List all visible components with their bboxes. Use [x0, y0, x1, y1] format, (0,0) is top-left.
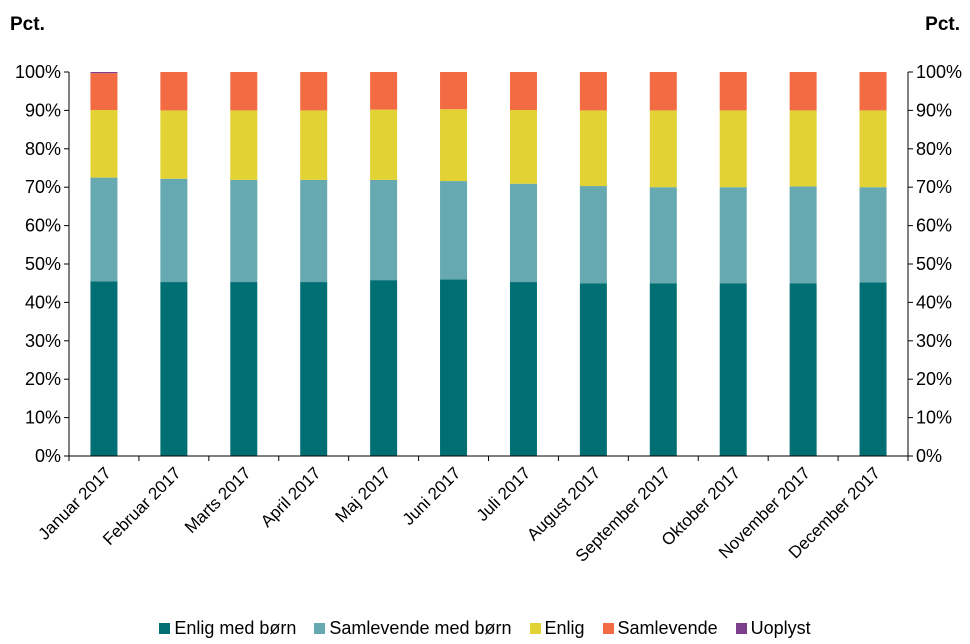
bar-segment-0-1 [160, 282, 188, 456]
bar-segment-3-4 [370, 72, 398, 110]
x-category-label-6: Juli 2017 [473, 463, 535, 525]
bar-segment-0-8 [649, 283, 677, 456]
bar-segment-2-5 [440, 109, 468, 182]
legend-label-3: Samlevende [617, 618, 718, 638]
legend-item-0: Enlig med børn [159, 618, 296, 639]
y-tick-label-right-0: 0% [916, 446, 942, 466]
y-tick-label-right-6: 60% [916, 216, 952, 236]
bar-segment-3-0 [90, 73, 118, 111]
y-tick-label-left-8: 80% [25, 139, 61, 159]
bar-segment-1-1 [160, 178, 188, 283]
bar-segment-2-9 [719, 110, 747, 188]
y-tick-label-left-3: 30% [25, 331, 61, 351]
bar-segment-2-2 [230, 110, 258, 180]
legend-label-1: Samlevende med børn [329, 618, 512, 638]
bar-segment-3-1 [160, 72, 188, 111]
bar-segment-0-7 [579, 283, 607, 456]
stacked-bar-chart: 0% 0% 10% 10% 20% 20% 30% 30% 40% 40% 50% 50% 60% 60%… [15, 62, 962, 566]
bar-segment-0-2 [230, 282, 258, 456]
bar-segment-2-10 [789, 110, 817, 187]
bar-segment-1-2 [230, 179, 258, 283]
y-tick-label-right-3: 30% [916, 331, 952, 351]
y-tick-label-left-0: 0% [35, 446, 61, 466]
bar-segment-0-3 [300, 282, 328, 456]
y-tick-label-right-4: 40% [916, 292, 952, 312]
legend-item-4: Uoplyst [735, 618, 811, 639]
bar-segment-4-0 [90, 72, 118, 74]
bar-segment-1-8 [649, 187, 677, 284]
bar-segment-1-4 [370, 179, 398, 281]
bar-segment-1-11 [859, 187, 887, 283]
legend-swatch-0 [159, 623, 171, 634]
bar-segment-2-6 [509, 110, 537, 184]
bar-segment-2-0 [90, 110, 118, 178]
bar-segment-3-6 [509, 72, 537, 111]
bar-segment-1-10 [789, 186, 817, 284]
bar-segment-1-5 [440, 181, 468, 280]
bar-segment-1-9 [719, 187, 747, 284]
y-tick-label-left-10: 100% [15, 62, 61, 82]
y-tick-label-right-10: 100% [916, 62, 962, 82]
legend-swatch-1 [314, 623, 326, 634]
bar-segment-3-11 [859, 72, 887, 111]
bar-segment-1-0 [90, 177, 118, 282]
y-tick-label-left-4: 40% [25, 292, 61, 312]
legend-swatch-2 [529, 623, 541, 634]
bar-segment-0-0 [90, 281, 118, 456]
bar-segment-3-8 [649, 72, 677, 111]
y-axis-unit-left: Pct. [10, 14, 45, 35]
y-tick-label-right-8: 80% [916, 139, 952, 159]
bar-segment-2-11 [859, 110, 887, 188]
y-tick-label-left-6: 60% [25, 216, 61, 236]
bar-segment-3-9 [719, 72, 747, 111]
legend: Enlig med børn Samlevende med børn Enlig Sa… [0, 618, 970, 639]
bar-segment-3-7 [579, 72, 607, 111]
bar-segment-0-9 [719, 283, 747, 456]
x-category-label-4: Maj 2017 [332, 463, 395, 526]
bar-segment-3-3 [300, 72, 328, 111]
bar-segment-2-7 [579, 110, 607, 187]
legend-swatch-4 [735, 623, 747, 634]
legend-item-2: Enlig [529, 618, 585, 639]
x-category-label-3: April 2017 [257, 463, 325, 531]
bar-segment-0-11 [859, 282, 887, 456]
y-tick-label-left-5: 50% [25, 254, 61, 274]
bar-segment-3-2 [230, 72, 258, 111]
y-tick-label-left-7: 70% [25, 177, 61, 197]
legend-item-3: Samlevende [602, 618, 718, 639]
bar-segment-1-6 [509, 183, 537, 283]
x-category-label-5: Juni 2017 [399, 463, 465, 529]
legend-label-0: Enlig med børn [174, 618, 297, 638]
bar-segment-0-4 [370, 280, 398, 456]
y-tick-label-left-2: 20% [25, 369, 61, 389]
bar-segment-2-1 [160, 110, 188, 179]
y-tick-label-left-1: 10% [25, 408, 61, 428]
bar-segment-2-4 [370, 109, 398, 180]
x-category-label-2: Marts 2017 [181, 463, 255, 537]
legend-item-1: Samlevende med børn [314, 618, 512, 639]
y-tick-label-right-9: 90% [916, 100, 952, 120]
legend-label-2: Enlig [544, 618, 585, 638]
bar-segment-3-10 [789, 72, 817, 111]
y-tick-label-right-5: 50% [916, 254, 952, 274]
bar-segment-0-5 [440, 279, 468, 456]
bar-segment-2-8 [649, 110, 677, 188]
y-tick-label-right-2: 20% [916, 369, 952, 389]
y-tick-label-right-1: 10% [916, 408, 952, 428]
bar-segment-2-3 [300, 110, 328, 180]
bar-segment-3-5 [440, 72, 468, 110]
legend-swatch-3 [602, 623, 614, 634]
y-axis-unit-right: Pct. [925, 14, 960, 35]
bar-segment-0-6 [509, 282, 537, 456]
bar-segment-1-7 [579, 186, 607, 284]
y-tick-label-right-7: 70% [916, 177, 952, 197]
bar-segment-0-10 [789, 283, 817, 456]
y-tick-label-left-9: 90% [25, 100, 61, 120]
legend-label-4: Uoplyst [750, 618, 811, 638]
bar-segment-1-3 [300, 179, 328, 283]
